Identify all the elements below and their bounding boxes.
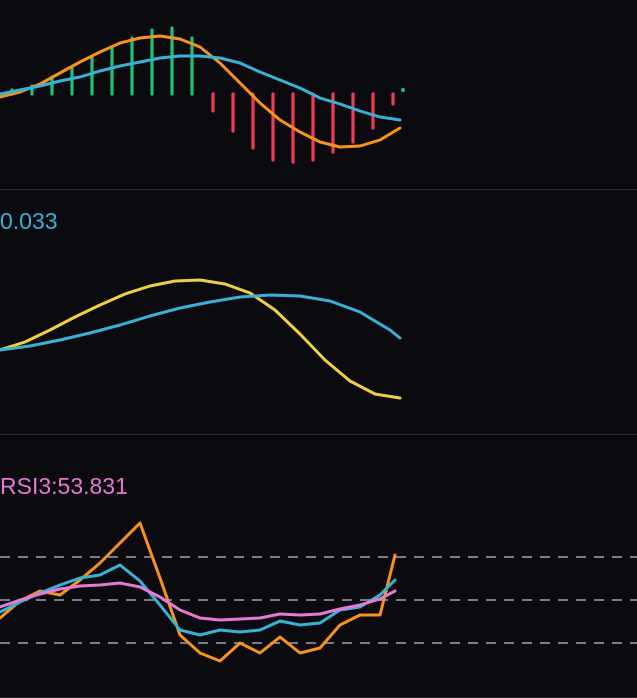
rsi-value-label: RSI3:53.831 <box>0 473 128 500</box>
macd-panel <box>0 0 637 190</box>
oscillator-panel: 0.033 <box>0 190 637 435</box>
rsi-panel: RSI3:53.831 <box>0 435 637 698</box>
oscillator-value-label: 0.033 <box>0 208 58 235</box>
